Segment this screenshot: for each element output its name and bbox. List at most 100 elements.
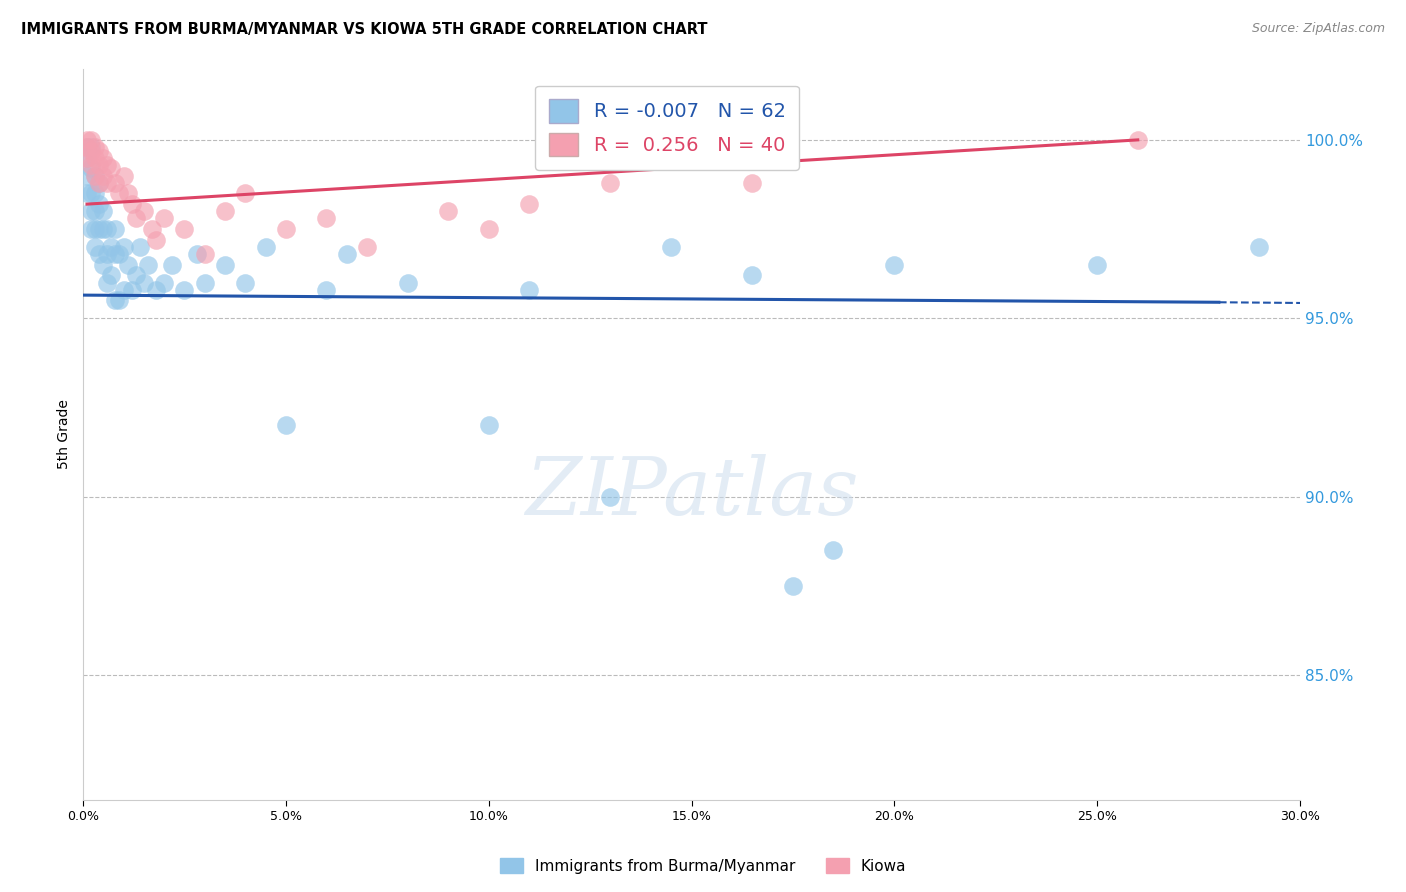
Point (76, 169, 98, 183)
Point (89, 176, 111, 190)
Point (153, 276, 176, 290)
Point (437, 204, 460, 219)
Point (883, 258, 905, 272)
Point (517, 197, 540, 211)
Point (91, 169, 114, 183)
Point (274, 418, 297, 433)
Point (80, 140, 103, 154)
Point (91, 222, 114, 236)
Point (84, 222, 107, 236)
Point (125, 268, 148, 283)
Point (104, 293, 127, 308)
Point (108, 186, 131, 201)
Legend: R = -0.007   N = 62, R =  0.256   N = 40: R = -0.007 N = 62, R = 0.256 N = 40 (536, 86, 799, 170)
Point (128, 240, 150, 254)
Point (396, 276, 419, 290)
Point (89, 222, 111, 236)
Point (782, 579, 804, 593)
Point (145, 233, 167, 247)
Point (104, 176, 127, 190)
Point (84, 204, 107, 219)
Point (136, 258, 159, 272)
Point (741, 176, 763, 190)
Point (132, 276, 155, 290)
Point (80, 133, 103, 147)
Point (599, 490, 621, 504)
Point (91, 204, 114, 219)
Point (76, 151, 98, 165)
Point (80, 186, 103, 201)
Point (91, 151, 114, 165)
Point (186, 247, 208, 261)
Y-axis label: 5th Grade: 5th Grade (58, 400, 72, 469)
Point (112, 240, 135, 254)
Point (84, 169, 107, 183)
Point (599, 176, 621, 190)
Point (356, 240, 378, 254)
Point (76, 133, 98, 147)
Point (112, 169, 135, 183)
Point (117, 186, 139, 201)
Point (80, 158, 103, 172)
Point (76, 186, 98, 201)
Point (315, 283, 337, 297)
Point (112, 283, 135, 297)
Point (100, 268, 122, 283)
Point (336, 247, 359, 261)
Point (80, 161, 103, 176)
Point (104, 247, 127, 261)
Point (80, 222, 103, 236)
Point (100, 240, 122, 254)
Point (233, 186, 256, 201)
Point (315, 211, 337, 226)
Point (1126, 133, 1149, 147)
Point (121, 197, 143, 211)
Point (96, 247, 118, 261)
Point (214, 258, 236, 272)
Point (96, 176, 118, 190)
Point (233, 276, 256, 290)
Text: ZIPatlas: ZIPatlas (524, 454, 858, 532)
Point (96, 158, 118, 172)
Point (1249, 240, 1271, 254)
Point (84, 186, 107, 201)
Point (125, 211, 148, 226)
Point (823, 543, 845, 558)
Point (91, 258, 114, 272)
Point (274, 222, 297, 236)
Legend: Immigrants from Burma/Myanmar, Kiowa: Immigrants from Burma/Myanmar, Kiowa (494, 852, 912, 880)
Point (84, 151, 107, 165)
Point (141, 222, 163, 236)
Point (76, 151, 98, 165)
Point (517, 283, 540, 297)
Point (214, 204, 236, 219)
Point (132, 204, 155, 219)
Point (84, 240, 107, 254)
Point (84, 140, 107, 154)
Point (254, 240, 277, 254)
Text: IMMIGRANTS FROM BURMA/MYANMAR VS KIOWA 5TH GRADE CORRELATION CHART: IMMIGRANTS FROM BURMA/MYANMAR VS KIOWA 5… (21, 22, 707, 37)
Point (89, 197, 111, 211)
Point (96, 222, 118, 236)
Point (117, 258, 139, 272)
Point (80, 204, 103, 219)
Point (478, 222, 501, 236)
Point (160, 258, 183, 272)
Point (89, 247, 111, 261)
Point (173, 283, 195, 297)
Point (76, 140, 98, 154)
Point (194, 247, 217, 261)
Point (80, 144, 103, 158)
Point (84, 169, 107, 183)
Point (1085, 258, 1108, 272)
Point (108, 247, 131, 261)
Point (121, 283, 143, 297)
Point (96, 276, 118, 290)
Point (104, 222, 127, 236)
Point (478, 418, 501, 433)
Text: Source: ZipAtlas.com: Source: ZipAtlas.com (1251, 22, 1385, 36)
Point (89, 158, 111, 172)
Point (108, 293, 131, 308)
Point (153, 211, 176, 226)
Point (741, 268, 763, 283)
